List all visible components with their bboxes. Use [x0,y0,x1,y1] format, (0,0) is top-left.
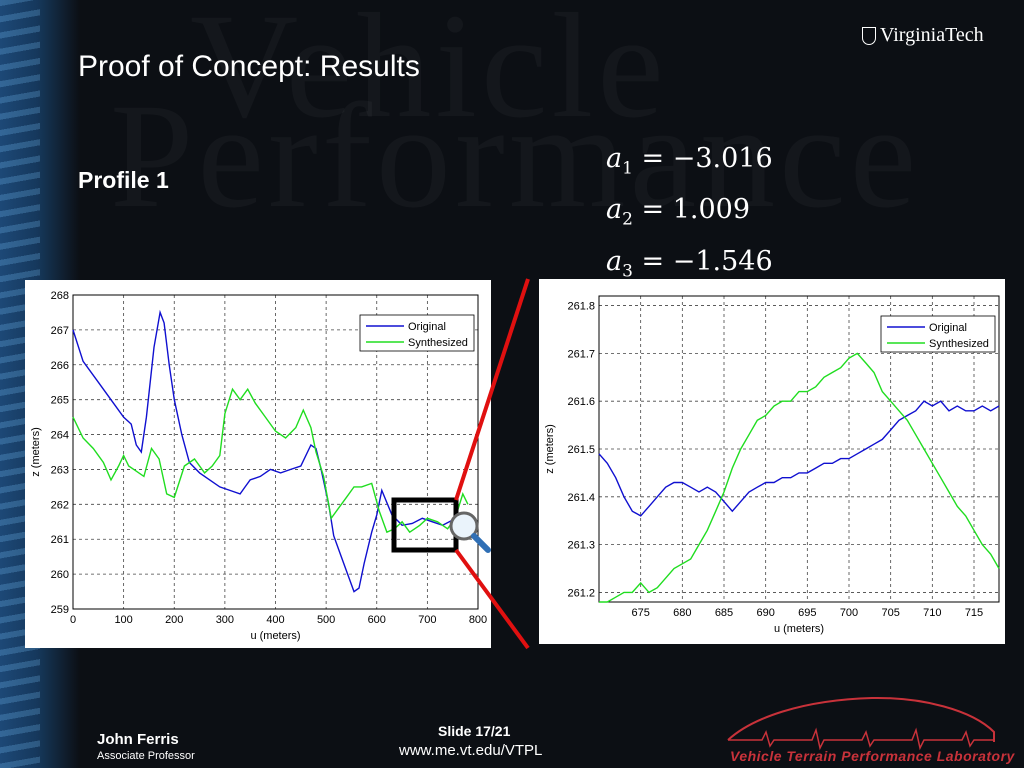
y-tick-label: 261.2 [567,587,595,599]
slide-number: Slide 17/21 [438,723,511,739]
x-tick-label: 710 [923,607,941,619]
x-tick-label: 700 [840,607,858,619]
x-tick-label: 100 [114,614,132,626]
y-tick-label: 261.4 [567,492,595,504]
y-tick-label: 261 [51,534,69,546]
y-tick-label: 268 [51,290,69,302]
y-tick-label: 262 [51,499,69,511]
logo-text: VirginiaTech [880,24,984,46]
x-tick-label: 800 [469,614,487,626]
chart-full-svg: 0 100 200 300 400 500 600 700 800 259 260 261 262 263… [30,290,487,642]
x-tick-label: 675 [631,607,649,619]
x-tick-label: 690 [756,607,774,619]
y-tick-label: 263 [51,464,69,476]
virginia-tech-logo: VirginiaTech [862,24,984,47]
legend-entry: Original [408,321,446,333]
series-line-original [72,309,459,593]
profile-chart-full: 0 100 200 300 400 500 600 700 800 259 260 261 262 263… [25,280,491,648]
x-tick-label: 0 [70,614,76,626]
y-tick-label: 259 [51,604,69,616]
lab-name: Vehicle Terrain Performance Laboratory [730,748,1015,764]
series-line-synthesized [599,352,1000,603]
y-tick-label: 266 [51,360,69,372]
legend-box [880,315,996,353]
x-tick-label: 200 [165,614,183,626]
y-tick-label: 261.5 [567,444,595,456]
shield-icon [862,26,876,45]
vtpl-logo-car-icon [727,696,995,751]
series-line-original [598,400,1000,517]
equation-a1: a1 = −3.016 [606,143,773,179]
x-tick-label: 695 [798,607,816,619]
x-tick-label: 600 [368,614,386,626]
x-tick-label: 715 [965,607,983,619]
equation-a2: a2 = 1.009 [606,194,751,230]
y-tick-label: 261.7 [567,348,595,360]
profile-label: Profile 1 [78,167,169,193]
coefficient-equations: a1 = −3.016 a2 = 1.009 a3 = −1.546 [606,138,773,292]
series-line-synthesized [72,387,469,534]
x-tick-label: 300 [216,614,234,626]
y-tick-label: 267 [51,325,69,337]
y-axis-label: z (meters) [30,427,42,477]
slide-title: Proof of Concept: Results [78,50,420,83]
y-tick-label: 264 [51,430,69,442]
plot-frame [598,295,1000,603]
presenter-name: John Ferris [97,731,179,748]
x-tick-label: 500 [317,614,335,626]
y-axis-label: z (meters) [544,424,556,474]
footer-url[interactable]: www.me.vt.edu/VTPL [399,742,543,759]
y-tick-label: 261.6 [567,396,595,408]
chart-zoom-svg: 675 680 685 690 695 700 705 710 715 261.2 261.3 261… [544,295,1000,635]
legend-entry: Original [929,322,967,334]
magnifier-icon[interactable] [446,508,492,554]
x-tick-label: 705 [881,607,899,619]
x-tick-label: 680 [673,607,691,619]
legend-entry: Synthesized [408,337,468,349]
x-tick-label: 685 [715,607,733,619]
equation-a3: a3 = −1.546 [606,245,773,282]
x-axis-label: u (meters) [250,630,300,642]
y-tick-label: 261.8 [567,301,595,313]
x-axis-label: u (meters) [774,623,824,635]
y-tick-label: 261.3 [567,540,595,552]
presenter-role: Associate Professor [97,750,195,762]
y-tick-label: 265 [51,395,69,407]
legend-entry: Synthesized [929,338,989,350]
watermark-text-2: Performance [110,70,920,242]
x-tick-label: 400 [266,614,284,626]
x-tick-label: 700 [418,614,436,626]
y-tick-label: 260 [51,569,69,581]
profile-chart-zoom: 675 680 685 690 695 700 705 710 715 261.2 261.3 261… [539,279,1005,644]
